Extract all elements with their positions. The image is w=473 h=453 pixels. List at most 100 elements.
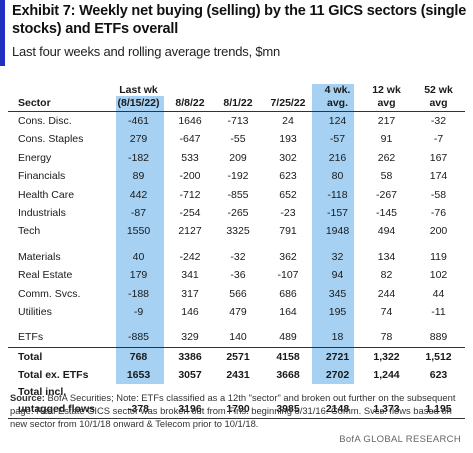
value-cell: 134 (377, 250, 396, 263)
table-row: Utilities -9 146 479 164 195 74 -11 (8, 303, 465, 321)
value-cell: -55 (230, 133, 246, 146)
sector-flows-table: Last wk 4 wk. 12 wk 52 wk Sector (8/15/2… (8, 84, 465, 419)
value-cell: 78 (380, 331, 393, 344)
value-cell: 791 (279, 225, 297, 238)
value-cell: -712 (179, 188, 201, 201)
value-cell: 768 (111, 346, 166, 366)
table-row: Cons. Disc. -461 1646 -713 24 124 217 -32 (8, 112, 465, 131)
value-cell: 80 (331, 170, 344, 183)
value-cell: 2148 (314, 400, 361, 419)
value-cell: -265 (227, 207, 249, 220)
value-cell: -157 (326, 207, 348, 220)
value-cell: 1,244 (373, 368, 400, 381)
value-cell: 1948 (325, 225, 350, 238)
last-week-highlight (116, 96, 164, 384)
value-cell: -32 (430, 115, 447, 127)
value-cell: 479 (229, 306, 247, 319)
exhibit-title: Exhibit 7: Weekly net buying (selling) b… (12, 3, 467, 37)
table-row: Tech 1550 2127 3325 791 1948 494 200 (8, 222, 465, 240)
value-cell: -7 (433, 133, 444, 146)
sector-label: Total ex. ETFs (18, 368, 89, 381)
value-cell: -76 (430, 207, 447, 220)
source-text: BofA Securities; Note: ETFs classified a… (10, 392, 456, 429)
value-cell: 195 (328, 306, 347, 319)
value-cell: -242 (179, 250, 201, 263)
value-cell: 124 (328, 115, 347, 127)
value-cell: -118 (327, 188, 348, 201)
source-label: Source: (10, 392, 45, 403)
value-cell: -200 (179, 170, 201, 183)
value-cell: 329 (181, 331, 199, 344)
value-cell: 3325 (226, 225, 250, 238)
totals-row: Total 768 3386 2571 4158 2721 1,322 1,512 (8, 346, 465, 366)
value-cell: 94 (331, 269, 344, 282)
table-row: Energy -182 533 209 302 216 262 167 (8, 149, 465, 167)
value-cell: -36 (230, 269, 246, 282)
sector-label: Total incl. (18, 385, 67, 398)
value-cell: 140 (229, 331, 247, 344)
column-header-top (214, 84, 262, 96)
value-cell: 216 (328, 151, 347, 164)
value-cell: 179 (129, 269, 148, 282)
table-row: ETFs -885 329 140 489 18 78 889 (8, 328, 465, 347)
value-cell: 164 (279, 306, 297, 319)
column-header: 8/8/22 (166, 96, 214, 112)
accent-bar (0, 0, 5, 66)
value-cell: 1653 (126, 368, 151, 381)
value-cell: -378 (111, 400, 166, 419)
untagged-row: untagged flows -378 3196 1790 3985 2148 1,373 1… (8, 400, 465, 419)
sector-label: Utilities (18, 306, 52, 319)
value-cell: 494 (377, 225, 396, 238)
value-cell: 3196 (166, 400, 214, 419)
value-cell: -254 (179, 207, 201, 220)
value-cell: 2431 (226, 368, 250, 381)
value-cell: 2721 (314, 346, 361, 366)
value-cell: 40 (132, 250, 145, 263)
spacer-row (8, 321, 465, 328)
value-cell: -87 (130, 207, 147, 220)
value-cell: 652 (279, 188, 297, 201)
value-cell: 3386 (166, 346, 214, 366)
column-header-top: 12 wk (372, 84, 401, 96)
value-cell: 167 (429, 151, 448, 164)
value-cell: -855 (227, 188, 249, 201)
value-cell: 244 (377, 287, 396, 300)
value-cell: -713 (227, 115, 249, 127)
value-cell: 1,512 (412, 346, 465, 366)
column-header-top: Last wk (119, 84, 158, 96)
value-cell: -461 (127, 115, 149, 127)
value-cell: 442 (129, 188, 148, 201)
header-row-top: Last wk 4 wk. 12 wk 52 wk (8, 84, 465, 96)
table-row: Cons. Staples 279 -647 -55 193 -57 91 -7 (8, 130, 465, 148)
value-cell: 341 (181, 269, 199, 282)
value-cell: 18 (331, 331, 344, 344)
sector-label: Real Estate (18, 269, 73, 282)
value-cell: -23 (280, 207, 296, 220)
value-cell: 174 (429, 170, 448, 183)
value-cell: -107 (277, 269, 299, 282)
header-row-bottom: Sector (8/15/22) 8/8/22 8/1/22 7/25/22 a… (8, 96, 465, 112)
value-cell: -885 (127, 331, 149, 344)
table-row: Materials 40 -242 -32 362 32 134 119 (8, 248, 465, 266)
column-header-top (166, 84, 214, 96)
sector-label: Tech (18, 225, 41, 238)
value-cell: 1,322 (361, 346, 412, 366)
value-cell: 623 (429, 368, 448, 381)
value-cell: 1646 (178, 115, 202, 127)
column-header: avg (412, 96, 465, 112)
value-cell: 686 (279, 287, 297, 300)
column-header-top (262, 84, 314, 96)
value-cell: 362 (279, 250, 297, 263)
value-cell: 3057 (178, 368, 202, 381)
sector-label: Cons. Staples (18, 133, 84, 146)
value-cell: 3985 (262, 400, 314, 419)
value-cell: -182 (127, 151, 149, 164)
table-row: Financials 89 -200 -192 623 80 58 174 (8, 167, 465, 185)
value-cell: -32 (230, 250, 246, 263)
spacer-row (8, 241, 465, 248)
column-header: avg. (314, 96, 361, 112)
table-row: Health Care 442 -712 -855 652 -118 -267 -58 (8, 186, 465, 204)
value-cell: 489 (279, 331, 297, 344)
table-row: Real Estate 179 341 -36 -107 94 82 102 (8, 266, 465, 284)
value-cell: 91 (380, 133, 393, 146)
